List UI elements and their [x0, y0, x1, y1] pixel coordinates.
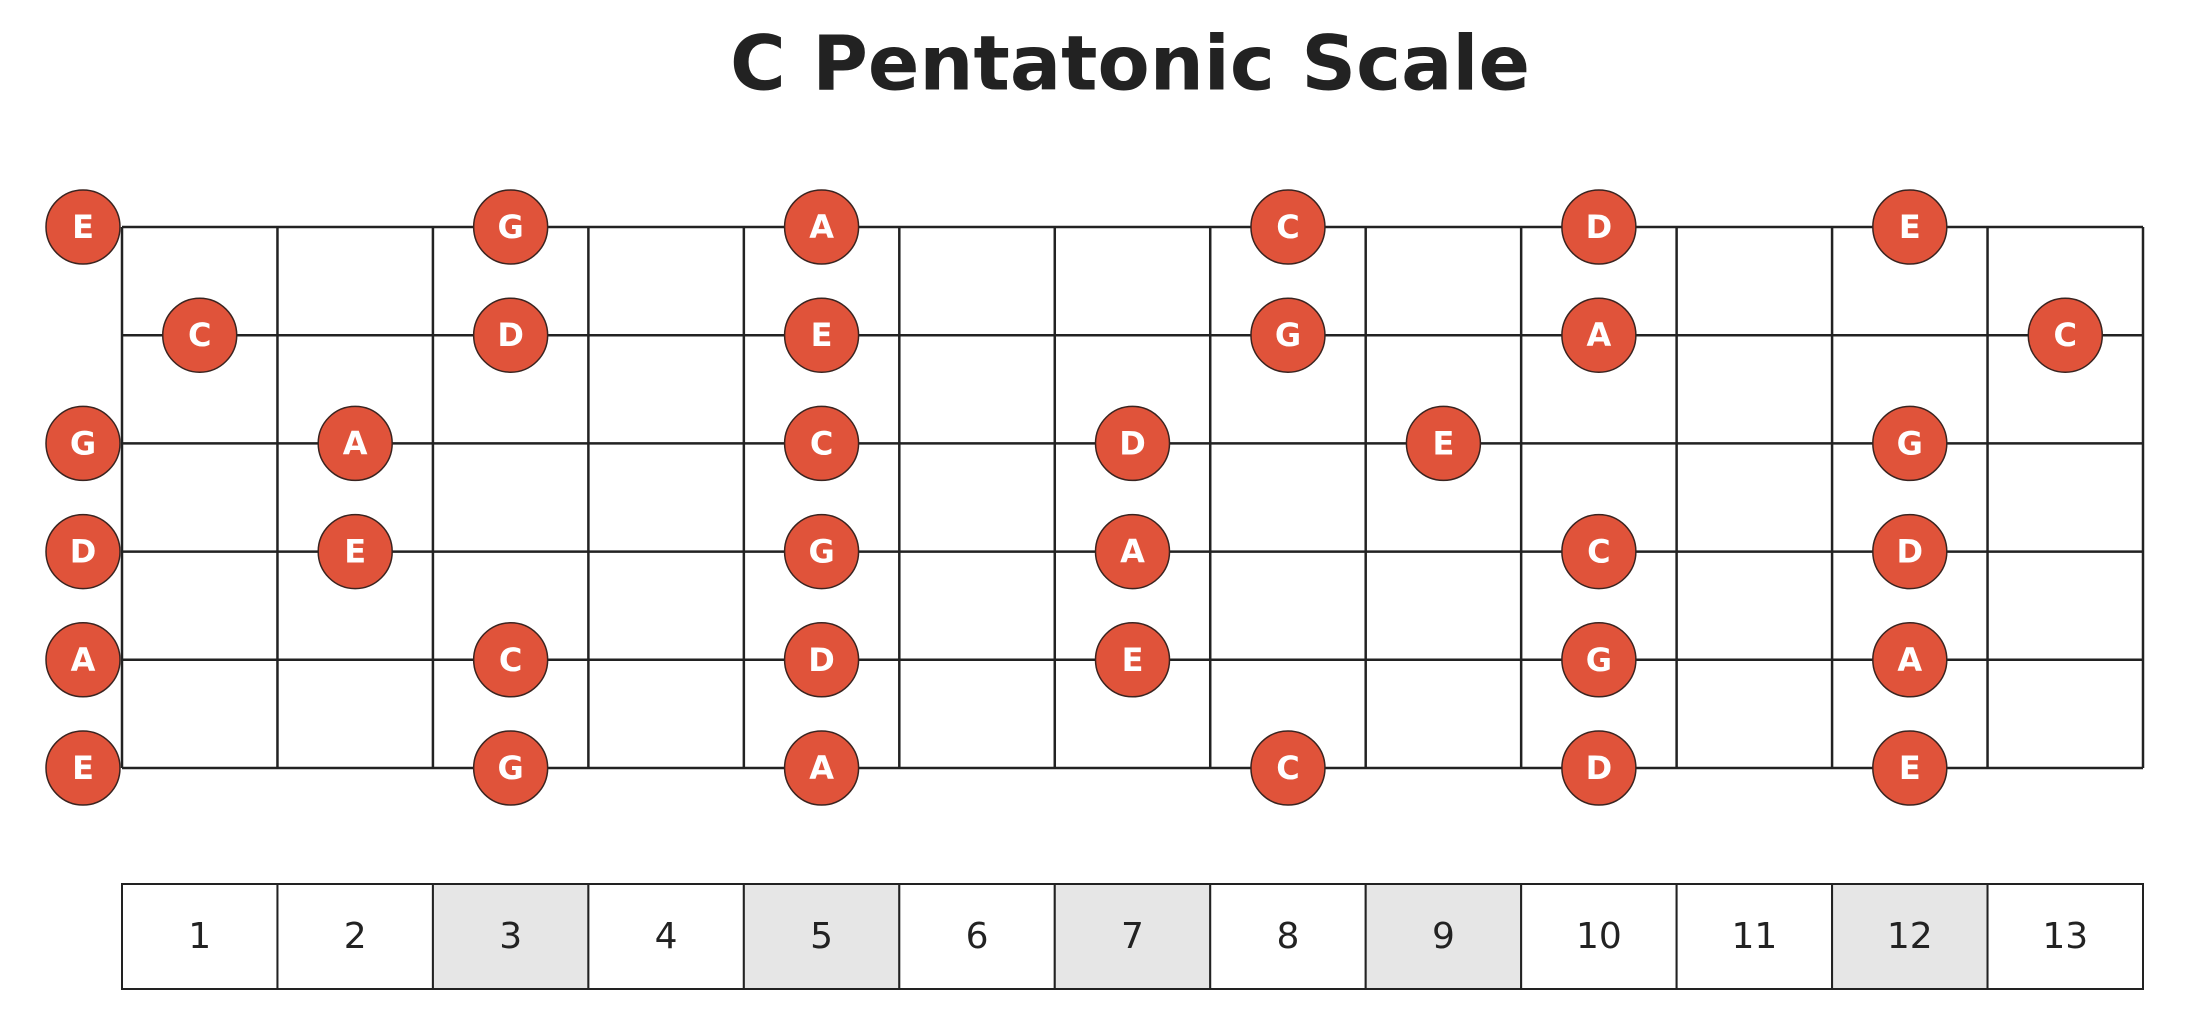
- note-label: G: [498, 749, 524, 787]
- note-label: E: [344, 533, 366, 571]
- note-label: E: [811, 316, 833, 354]
- note-dot: [45, 513, 121, 590]
- fret-number: 10: [1576, 916, 1622, 957]
- fret-number: 4: [655, 916, 678, 957]
- fret-number-box: [1986, 883, 2144, 990]
- note-dot: [472, 189, 549, 265]
- note-dot: [1094, 622, 1171, 698]
- note-label: D: [497, 316, 524, 354]
- fret-number-box-marked: [1364, 883, 1523, 990]
- note-dot: [472, 297, 549, 373]
- fret-number-box: [1675, 883, 1834, 990]
- fret-number-box: [898, 883, 1056, 990]
- note-dot: [1561, 513, 1637, 590]
- note-dot: [1094, 513, 1171, 590]
- fret-number-box: [276, 883, 434, 990]
- note-dot: [1872, 189, 1948, 265]
- note-label: E: [1899, 749, 1921, 787]
- note-dot: [783, 730, 860, 806]
- note-label: D: [1586, 208, 1613, 246]
- note-dot: [45, 730, 121, 806]
- note-dot: [1094, 405, 1171, 482]
- title: C Pentatonic Scale: [730, 19, 1530, 108]
- note-label: C: [188, 316, 211, 354]
- note-label: E: [72, 749, 94, 787]
- note-dot: [317, 513, 393, 590]
- note-dot: [1872, 513, 1948, 590]
- note-dot: [2027, 297, 2104, 373]
- note-dot: [783, 189, 860, 265]
- fret-number: 2: [344, 916, 367, 957]
- note-dot: [472, 622, 549, 698]
- note-dot: [783, 297, 860, 373]
- fret-number-box: [121, 883, 279, 990]
- note-dot: [1561, 297, 1637, 373]
- note-dot: [1872, 622, 1948, 698]
- note-dot: [472, 730, 549, 806]
- fret-number: 3: [499, 916, 522, 957]
- note-dot: [1250, 730, 1326, 806]
- note-label: C: [1276, 208, 1299, 246]
- note-label: C: [810, 424, 833, 462]
- note-dot: [783, 405, 860, 482]
- note-label: D: [1586, 749, 1613, 787]
- note-dot: [783, 622, 860, 698]
- note-dot: [45, 405, 121, 482]
- fret-number-box-marked: [1831, 883, 1989, 990]
- note-dot: [1561, 189, 1637, 265]
- note-label: A: [809, 749, 834, 787]
- note-label: A: [343, 424, 368, 462]
- note-dot: [45, 189, 121, 265]
- note-dot: [1561, 622, 1637, 698]
- note-label: A: [1120, 533, 1145, 571]
- note-label: D: [1897, 533, 1924, 571]
- note-label: A: [71, 641, 96, 679]
- fret-number: 9: [1432, 916, 1455, 957]
- note-label: G: [1586, 641, 1612, 679]
- fret-number-box: [1520, 883, 1678, 990]
- note-label: G: [498, 208, 524, 246]
- note-label: A: [809, 208, 834, 246]
- note-label: G: [1897, 424, 1923, 462]
- note-label: A: [1587, 316, 1612, 354]
- fret-number: 8: [1277, 916, 1300, 957]
- note-label: E: [1432, 424, 1454, 462]
- fret-number: 7: [1121, 916, 1144, 957]
- note-label: G: [1275, 316, 1301, 354]
- note-dot: [1872, 405, 1948, 482]
- note-label: A: [1897, 641, 1922, 679]
- fret-number: 5: [810, 916, 833, 957]
- fret-number: 13: [2042, 916, 2088, 957]
- note-label: C: [1276, 749, 1299, 787]
- note-dot: [317, 405, 393, 482]
- note-label: E: [1122, 641, 1144, 679]
- note-dot: [161, 297, 238, 373]
- note-dot: [1561, 730, 1637, 806]
- note-dot: [1250, 189, 1326, 265]
- note-label: C: [499, 641, 522, 679]
- note-label: D: [808, 641, 835, 679]
- fret-number-box-marked: [431, 883, 590, 990]
- fret-number-box: [1209, 883, 1367, 990]
- note-label: E: [72, 208, 94, 246]
- note-dot: [1250, 297, 1326, 373]
- fret-number: 1: [188, 916, 211, 957]
- note-label: D: [70, 533, 97, 571]
- note-label: G: [70, 424, 96, 462]
- fret-number: 11: [1731, 916, 1777, 957]
- fret-number: 6: [966, 916, 989, 957]
- note-label: C: [2054, 316, 2077, 354]
- note-dot: [1872, 730, 1948, 806]
- note-dot: [1405, 405, 1482, 482]
- note-label: E: [1899, 208, 1921, 246]
- note-label: G: [808, 533, 834, 571]
- note-label: D: [1119, 424, 1146, 462]
- fret-number: 12: [1887, 916, 1933, 957]
- note-dot: [45, 622, 121, 698]
- note-label: C: [1587, 533, 1610, 571]
- note-dot: [783, 513, 860, 590]
